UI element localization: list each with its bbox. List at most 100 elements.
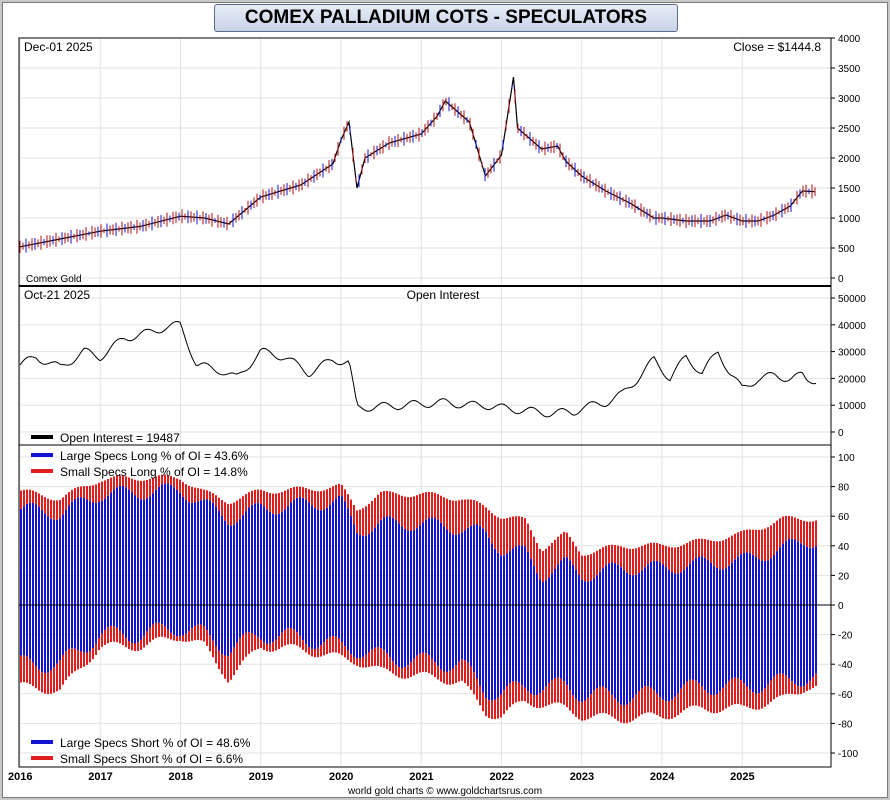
x-tick-label: 2019	[249, 771, 273, 783]
large-short-bar	[800, 605, 802, 687]
large-short-bar	[428, 605, 430, 656]
small-long-bar	[725, 539, 727, 569]
large-short-bar	[29, 605, 31, 660]
large-short-bar	[98, 605, 100, 639]
large-short-bar	[449, 605, 451, 671]
small-long-bar	[242, 496, 244, 516]
small-long-bar	[62, 497, 64, 515]
large-long-bar	[98, 501, 100, 605]
large-long-bar	[23, 506, 25, 605]
small-long-bar	[257, 489, 259, 504]
large-short-bar	[662, 605, 664, 700]
large-long-bar	[167, 483, 169, 605]
large-long-bar	[365, 535, 367, 605]
small-long-bar	[785, 515, 787, 541]
large-short-bar	[734, 605, 736, 678]
large-short-bar	[725, 605, 727, 685]
large-short-bar	[80, 605, 82, 652]
small-short-bar	[599, 686, 601, 714]
small-short-bar	[623, 705, 625, 724]
y-tick-label: 60	[838, 512, 850, 523]
large-short-bar	[290, 605, 292, 629]
large-short-bar	[239, 605, 241, 639]
large-short-bar	[269, 605, 271, 644]
large-long-bar	[752, 554, 754, 605]
small-short-bar	[206, 630, 208, 646]
small-long-bar	[734, 533, 736, 560]
small-short-bar	[71, 648, 73, 674]
large-short-bar	[560, 605, 562, 679]
small-short-bar	[272, 642, 274, 652]
large-short-bar	[248, 605, 250, 633]
small-long-bar	[587, 555, 589, 582]
large-short-bar	[383, 605, 385, 651]
small-short-bar	[410, 662, 412, 678]
large-short-bar	[569, 605, 571, 691]
large-short-bar	[467, 605, 469, 663]
large-long-bar	[197, 501, 199, 605]
large-short-bar	[119, 605, 121, 631]
large-short-bar	[107, 605, 109, 628]
large-short-bar	[776, 605, 778, 675]
large-long-bar	[734, 559, 736, 605]
small-short-bar	[305, 644, 307, 653]
large-long-bar	[476, 524, 478, 605]
small-short-bar	[668, 701, 670, 720]
y-tick-label: 40	[838, 542, 850, 553]
large-long-bar	[83, 498, 85, 605]
small-short-bar	[233, 647, 235, 676]
small-long-bar	[278, 493, 280, 514]
small-short-bar	[113, 626, 115, 642]
large-short-bar	[362, 605, 364, 658]
small-long-bar	[137, 480, 139, 498]
large-long-bar	[227, 524, 229, 605]
large-short-bar	[440, 605, 442, 670]
large-long-bar	[179, 492, 181, 605]
large-long-bar	[194, 502, 196, 605]
large-short-bar	[341, 605, 343, 643]
large-short-bar	[686, 605, 688, 682]
small-short-bar	[521, 685, 523, 702]
small-long-bar	[713, 541, 715, 566]
x-tick-label: 2022	[489, 771, 513, 783]
large-long-bar	[746, 552, 748, 605]
large-short-bar	[305, 605, 307, 645]
large-long-bar	[296, 497, 298, 605]
small-long-bar	[812, 521, 814, 548]
small-short-bar	[314, 649, 316, 658]
large-long-bar	[608, 563, 610, 605]
large-short-bar	[587, 605, 589, 698]
small-long-bar	[461, 499, 463, 533]
small-long-bar	[524, 518, 526, 547]
small-short-bar	[323, 642, 325, 656]
small-short-bar	[596, 688, 598, 715]
small-long-bar	[596, 550, 598, 576]
large-short-bar	[803, 605, 805, 687]
small-short-bar	[128, 641, 130, 649]
large-long-bar	[764, 561, 766, 605]
small-long-bar	[635, 548, 637, 575]
large-short-bar	[548, 605, 550, 683]
small-short-bar	[485, 698, 487, 717]
small-short-bar	[590, 694, 592, 718]
large-short-bar	[23, 605, 25, 656]
large-short-bar	[596, 605, 598, 689]
small-long-bar	[185, 484, 187, 501]
large-long-bar	[524, 546, 526, 605]
large-long-bar	[542, 582, 544, 605]
small-long-bar	[350, 499, 352, 517]
large-short-bar	[716, 605, 718, 694]
small-long-bar	[320, 491, 322, 511]
large-short-bar	[83, 605, 85, 653]
large-long-bar	[101, 500, 103, 605]
large-long-bar	[806, 546, 808, 605]
small-long-bar	[59, 499, 61, 519]
large-long-bar	[758, 559, 760, 605]
line-layer	[19, 76, 817, 418]
large-short-bar	[38, 605, 40, 670]
small-long-bar	[389, 491, 391, 517]
small-long-bar	[572, 541, 574, 565]
y-tick-label: 20	[838, 571, 850, 582]
small-short-bar	[683, 684, 685, 711]
small-short-bar	[215, 646, 217, 664]
